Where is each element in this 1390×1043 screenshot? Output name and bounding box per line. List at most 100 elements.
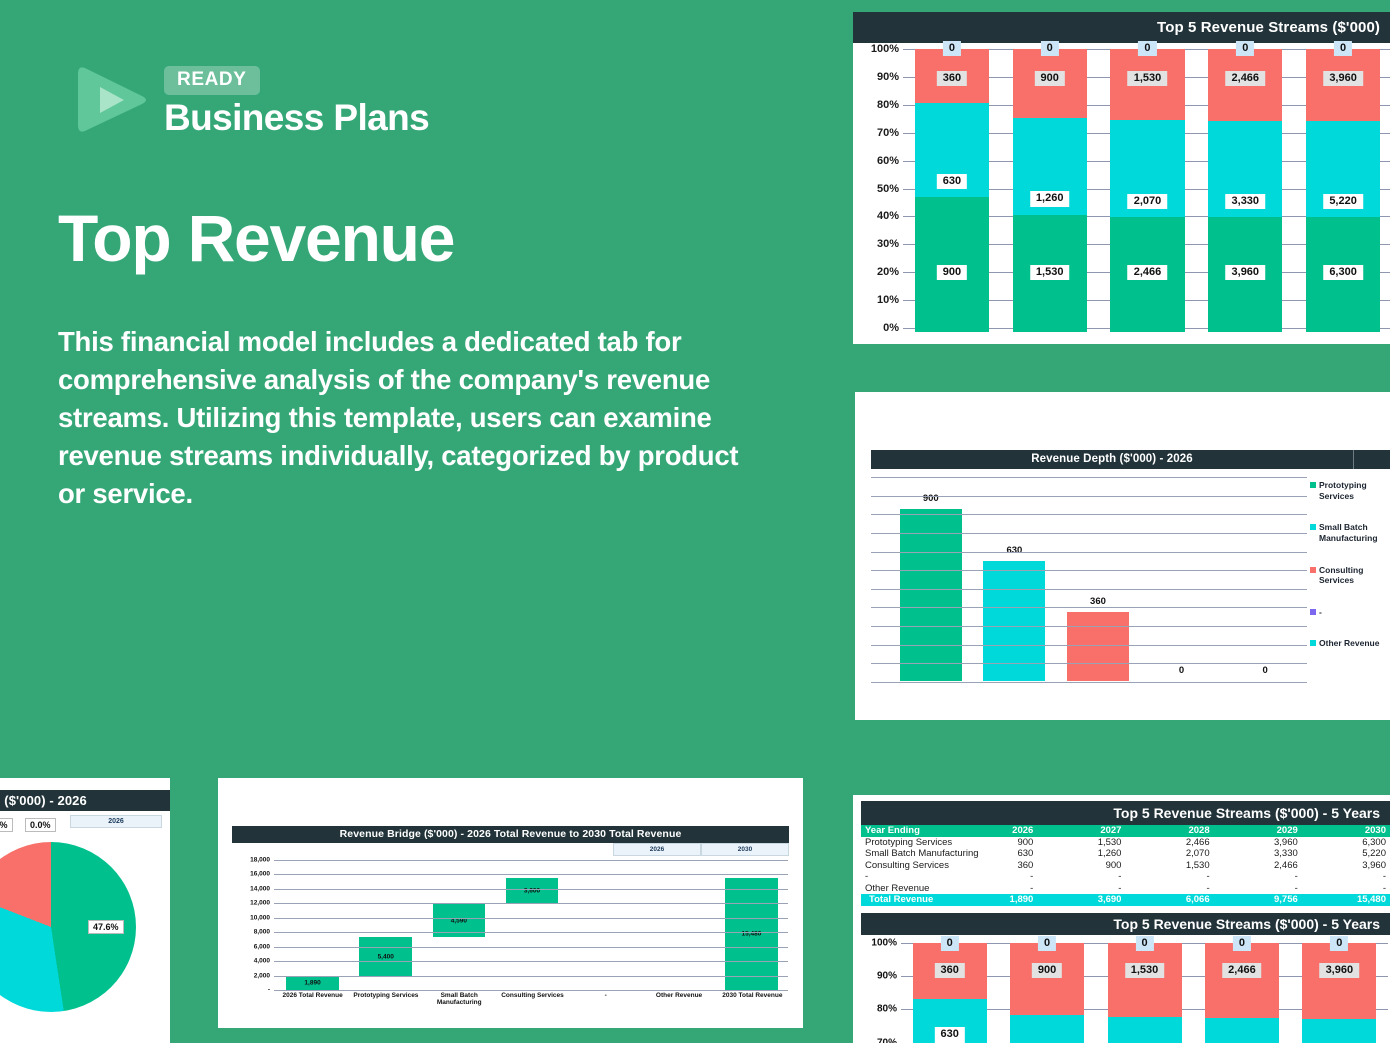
y-tick-label: 6,000: [253, 943, 270, 951]
bar-slot: 0 2,466: [1193, 935, 1290, 1043]
y-tick-label: 20%: [876, 266, 899, 279]
table-cell: 3,960: [1362, 859, 1386, 871]
year-cell[interactable]: 2030: [701, 843, 789, 856]
bar-segment: [1302, 1018, 1377, 1043]
table-column-header: Year Ending: [861, 825, 950, 837]
legend-item: Prototyping Services: [1310, 480, 1390, 501]
table-total-row: Total Revenue 1,890 3,690 6,066 9,756 15,480: [861, 894, 1390, 906]
y-tick-label: -: [267, 986, 270, 994]
data-label: 3,960: [1323, 71, 1363, 87]
table-body: Prototyping Services 900 1,530 2,466 3,960 6,…: [861, 837, 1390, 906]
bar-group-top5-stacked: 0 360 630 900 0 900 1,260 1,530 0 1,530 2,070 2,466…: [903, 41, 1390, 332]
gridline: [871, 645, 1307, 646]
legend-label: Prototyping Services: [1319, 480, 1367, 501]
bar-slot: 900: [889, 477, 973, 681]
data-label: 1,260: [1029, 191, 1070, 207]
y-tick-label: 10,000: [250, 914, 270, 922]
y-tick-label: 0%: [883, 322, 899, 334]
table-cell: 1,260: [1097, 848, 1122, 860]
bar-slot: 0 3,960: [1291, 935, 1388, 1043]
table-row-label: Total Revenue: [861, 894, 950, 906]
y-tick-label: 90%: [876, 970, 897, 982]
title-cap-cell: [1353, 450, 1390, 469]
stacked-bar: 0 900: [1010, 935, 1085, 1043]
waterfall-bar: 4,590: [432, 904, 486, 938]
table-cell: 2,070: [1185, 848, 1210, 860]
legend-label: Consulting Services: [1319, 564, 1364, 586]
y-tick-label: 100%: [870, 43, 899, 55]
bar-segment: 0 900: [1012, 41, 1087, 119]
gridline: [871, 570, 1307, 571]
bar-slot: 5,400: [349, 860, 422, 990]
y-tick-label: 60%: [876, 154, 899, 167]
bar-slot: 630: [973, 477, 1057, 681]
bar-segment: 630: [912, 999, 987, 1043]
bar-segment: 0 2,466: [1208, 41, 1283, 121]
y-tick-label: 16,000: [250, 870, 270, 878]
data-label: 900: [1031, 962, 1063, 978]
bar-value-label: 3,600: [523, 887, 541, 895]
data-label: 2,466: [1222, 962, 1262, 978]
gridline: [871, 533, 1307, 534]
table-cell: -: [1206, 882, 1210, 894]
bar-value-label: 15,480: [741, 930, 762, 938]
y-tick-label: 70%: [876, 1037, 897, 1043]
bar-slot: 0 1,530 2,070 2,466: [1099, 41, 1197, 332]
y-tick-label: 70%: [876, 126, 899, 139]
stacked-bar: 0 2,466 3,330 3,960: [1208, 41, 1283, 332]
gridline: [871, 477, 1307, 478]
plot-top5-stacked-bottom: 70% 80% 90% 100% 0 360 630 0 900 0 1,530 0 2,466 0 3,…: [853, 935, 1390, 1043]
data-label: 2,466: [1127, 264, 1168, 280]
data-label: 0: [1040, 41, 1059, 57]
data-label: 2,466: [1225, 71, 1266, 87]
data-label: 0: [942, 41, 961, 57]
table-cell: -: [1294, 882, 1298, 894]
data-label: 2,070: [1127, 193, 1168, 209]
table-cell: 630: [1017, 848, 1034, 860]
table-row-label: Small Batch Manufacturing: [865, 848, 979, 860]
gridline: [871, 607, 1307, 608]
table-row: Other Revenue - - - - -: [861, 883, 1390, 895]
bar-slot: 15,480: [715, 860, 788, 990]
chart-title-revenue-bridge: Revenue Bridge ($'000) - 2026 Total Reve…: [232, 826, 789, 843]
table-row: Prototyping Services 900 1,530 2,466 3,960 6,…: [861, 837, 1390, 849]
gridline: [871, 514, 1307, 515]
bar-segment: 630: [914, 102, 990, 198]
y-tick-label: 18,000: [250, 856, 270, 864]
table-row-label: -: [865, 871, 869, 883]
hero-panel: READY Business Plans Top Revenue This fi…: [0, 0, 840, 780]
data-label: 1,530: [1127, 71, 1168, 87]
legend-swatch: [1310, 566, 1316, 573]
table-cell: -: [1118, 882, 1122, 894]
gridline: [274, 860, 788, 861]
page-description: This financial model includes a dedicate…: [58, 326, 739, 509]
data-label: 0: [1236, 41, 1255, 57]
table-row: ------: [861, 871, 1390, 883]
bar-slot: [569, 860, 642, 990]
bar-slot: 360: [1056, 477, 1140, 681]
gridline: [274, 903, 788, 905]
bar-value-label: 0: [1262, 665, 1268, 676]
year-cell[interactable]: 2026: [613, 843, 701, 856]
bar-slot: 0 900 1,260 1,530: [1001, 41, 1099, 332]
table-cell: 1,890: [949, 894, 1038, 906]
table-cell: 900: [1017, 836, 1034, 848]
gridline: [871, 663, 1307, 664]
page-title: Top Revenue: [58, 201, 456, 275]
data-label: 360: [936, 71, 968, 87]
y-tick-label: 14,000: [250, 885, 270, 893]
table-row-label: Consulting Services: [865, 859, 949, 871]
bar-slot: 0: [1223, 477, 1307, 681]
bar-slot: 0 360 630 900: [903, 41, 1001, 332]
data-label: 3,960: [1225, 264, 1266, 280]
plot-revenue-bridge: 1,890 5,400 4,590 3,600 15,480 - 2,000 4,000 6,…: [232, 856, 788, 994]
legend-swatch: [1310, 608, 1316, 615]
table-title-top5: Top 5 Revenue Streams ($'000) - 5 Years: [861, 801, 1390, 825]
table-column-header: 2030: [1301, 825, 1390, 837]
y-tick-label: 40%: [876, 210, 899, 223]
bar-segment: 2,466: [1110, 216, 1185, 332]
table-column-header: 2026: [949, 825, 1038, 837]
table-row-label: Other Revenue: [865, 882, 930, 894]
gridline: [274, 932, 788, 934]
x-axis-label: -: [604, 992, 607, 999]
